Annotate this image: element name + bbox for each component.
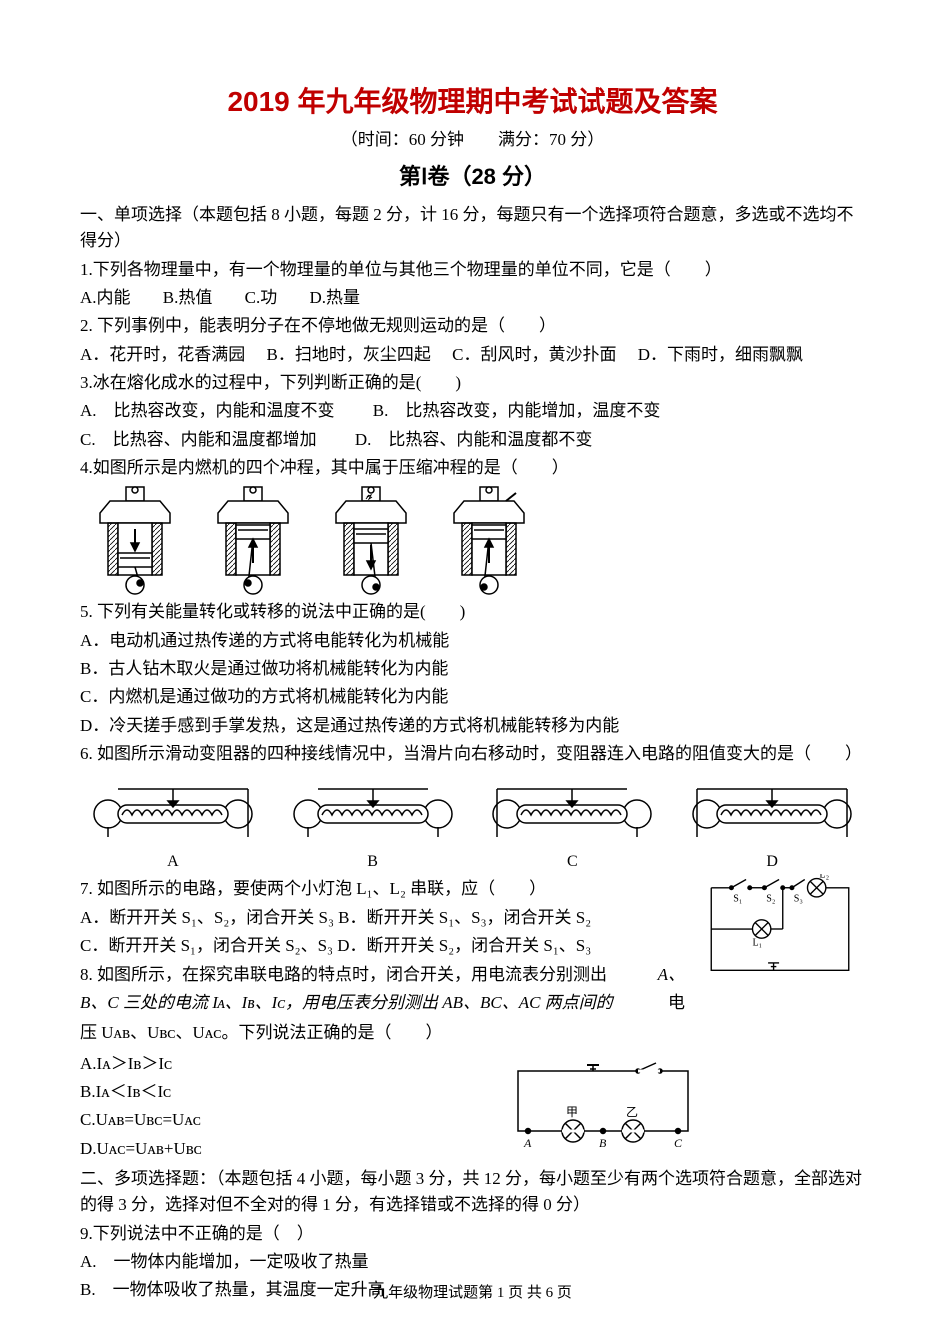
q8-stem-a-tail: A、 <box>658 962 685 988</box>
engine-diagram-c <box>326 485 416 595</box>
q8-opt-c: C.Uᴀʙ=Uʙᴄ=Uᴀᴄ <box>80 1107 340 1133</box>
q8-stem-dian: 电 <box>668 990 685 1016</box>
q2-options: A．花开时，花香满园 B．扫地时，灰尘四起 C．刮风时，黄沙扑面 D．下雨时，细… <box>80 342 865 368</box>
page-subtitle: （时间：60 分钟 满分：70 分） <box>80 127 865 153</box>
q7-circuit-figure: L₂ L₁ S₁ S₂ S₃ <box>695 874 865 992</box>
page-title: 2019 年九年级物理期中考试试题及答案 <box>80 80 865 123</box>
q2-opt-b: B．扫地时，灰尘四起 <box>267 345 431 364</box>
q1-opt-d: D.热量 <box>309 288 360 307</box>
q2-opt-d: D．下雨时，细雨飘飘 <box>638 345 803 364</box>
q2-opt-c: C．刮风时，黄沙扑面 <box>452 345 616 364</box>
q6-rheostat-figures: A B <box>80 769 865 874</box>
q4-stem: 4.如图所示是内燃机的四个冲程，其中属于压缩冲程的是（ ） <box>80 455 865 481</box>
q7-opt-c: C．断开开关 S₁，闭合开关 S₂、S₃ <box>80 936 333 955</box>
q6-label-a: A <box>80 850 266 875</box>
q5-stem: 5. 下列有关能量转化或转移的说法中正确的是( ) <box>80 599 865 625</box>
q1-options: A.内能 B.热值 C.功 D.热量 <box>80 285 865 311</box>
q1-stem: 1.下列各物理量中，有一个物理量的单位与其他三个物理量的单位不同，它是（ ） <box>80 257 865 283</box>
q5-opt-a: A．电动机通过热传递的方式将电能转化为机械能 <box>80 628 865 654</box>
q7-opt-a: A．断开开关 S₁、S₂，闭合开关 S₃ <box>80 908 334 927</box>
q3-opt-d: D. 比热容、内能和温度都不变 <box>355 430 593 449</box>
q8-stem-line3: 压 Uᴀʙ、Uʙᴄ、Uᴀᴄ。下列说法正确的是（ ） <box>80 1020 865 1046</box>
q1-opt-a: A.内能 <box>80 288 131 307</box>
part-a-heading: 一、单项选择（本题包括 8 小题，每题 2 分，计 16 分，每题只有一个选择项… <box>80 202 865 255</box>
label-s3: S₃ <box>794 894 803 905</box>
q6-stem: 6. 如图所示滑动变阻器的四种接线情况中，当滑片向右移动时，变阻器连入电路的阻值… <box>80 741 865 767</box>
rheostat-b <box>288 769 458 839</box>
q9-opt-a: A. 一物体内能增加，一定吸收了热量 <box>80 1249 865 1275</box>
q3-stem: 3.冰在熔化成水的过程中，下列判断正确的是( ) <box>80 370 865 396</box>
part-b-heading: 二、多项选择题：（本题包括 4 小题，每小题 3 分，共 12 分，每小题至少有… <box>80 1166 865 1219</box>
rheostat-c <box>487 769 657 839</box>
series-circuit-figure: A B C 甲 乙 <box>508 1061 698 1151</box>
circuit-l1-l2: L₂ L₁ S₁ S₂ S₃ <box>695 874 865 984</box>
q5-opt-c: C．内燃机是通过做功的方式将机械能转化为内能 <box>80 684 865 710</box>
page-footer: 九年级物理试题第 1 页 共 6 页 <box>0 1282 945 1305</box>
series-lamp2: 乙 <box>626 1105 638 1119</box>
q5-opt-b: B．古人钻木取火是通过做功将机械能转化为内能 <box>80 656 865 682</box>
q2-opt-a: A．花开时，花香满园 <box>80 345 245 364</box>
q3-opt-b: B. 比热容改变，内能增加，温度不变 <box>373 401 661 420</box>
engine-diagram-b <box>208 485 298 595</box>
label-l2: L₂ <box>819 874 829 881</box>
q8-stem1: 8. 如图所示，在探究串联电路的特点时，闭合开关，用电流表分别测出 <box>80 965 607 984</box>
q6-label-d: D <box>679 850 865 875</box>
engine-diagram-a <box>90 485 180 595</box>
section-1-title: 第Ⅰ卷（28 分） <box>80 160 865 194</box>
q9-stem: 9.下列说法中不正确的是（ ） <box>80 1221 865 1247</box>
q2-stem: 2. 下列事例中，能表明分子在不停地做无规则运动的是（ ） <box>80 313 865 339</box>
q1-opt-c: C.功 <box>245 288 278 307</box>
q8-stem-line2: B、C 三处的电流 Iᴀ、Iʙ、Iᴄ，用电压表分别测出 AB、BC、AC 两点间… <box>80 990 865 1016</box>
q8-stem2: B、C 三处的电流 Iᴀ、Iʙ、Iᴄ，用电压表分别测出 AB、BC、AC 两点间… <box>80 993 613 1012</box>
series-label-b: B <box>599 1136 607 1150</box>
q5-opt-d: D．冷天搓手感到手掌发热，这是通过热传递的方式将机械能转移为内能 <box>80 713 865 739</box>
q6-label-c: C <box>480 850 666 875</box>
q3-opt-a: A. 比热容改变，内能和温度不变 <box>80 401 335 420</box>
label-s1: S₁ <box>733 894 742 905</box>
q8-opt-d: D.Uᴀᴄ=Uᴀʙ+Uʙᴄ <box>80 1136 340 1162</box>
label-s2: S₂ <box>766 894 775 905</box>
series-label-c: C <box>674 1136 683 1150</box>
label-l1: L₁ <box>753 938 763 949</box>
series-lamp1: 甲 <box>566 1105 578 1119</box>
q8-opt-a: A.Iᴀ＞Iʙ＞Iᴄ <box>80 1051 340 1077</box>
q3-row2: C. 比热容、内能和温度都增加 D. 比热容、内能和温度都不变 <box>80 427 865 453</box>
rheostat-a <box>88 769 258 839</box>
q3-opt-c: C. 比热容、内能和温度都增加 <box>80 430 317 449</box>
q8-opt-b: B.Iᴀ＜Iʙ＜Iᴄ <box>80 1079 340 1105</box>
series-label-a: A <box>523 1136 532 1150</box>
q7-opt-b: B．断开开关 S₁、S₃，闭合开关 S₂ <box>338 908 591 927</box>
q3-row1: A. 比热容改变，内能和温度不变 B. 比热容改变，内能增加，温度不变 <box>80 398 865 424</box>
q1-opt-b: B.热值 <box>163 288 213 307</box>
q4-engine-figures <box>90 485 865 595</box>
rheostat-d <box>687 769 857 839</box>
q7-opt-d: D．断开开关 S₂，闭合开关 S₁、S₃ <box>337 936 591 955</box>
engine-diagram-d <box>444 485 534 595</box>
q6-label-b: B <box>280 850 466 875</box>
